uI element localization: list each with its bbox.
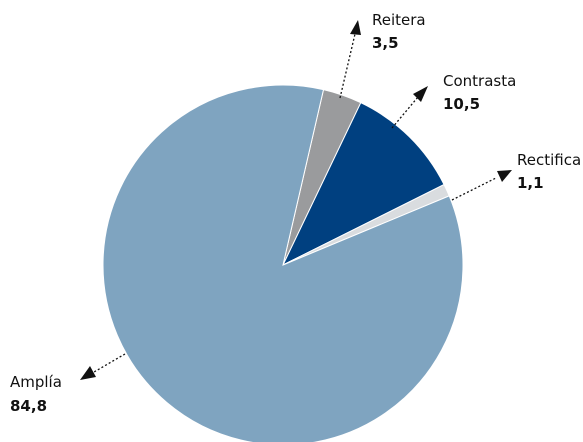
slice-label-contrasta: Contrasta bbox=[443, 72, 516, 90]
pie-callouts: Reitera 3,5 Contrasta 10,5 Rectifica 1,1… bbox=[10, 11, 581, 415]
arrowhead-reitera bbox=[350, 20, 361, 35]
arrowhead-amplia bbox=[80, 366, 96, 380]
slice-label-amplia: Amplía bbox=[10, 373, 62, 391]
slice-label-reitera: Reitera bbox=[372, 11, 426, 29]
callout-amplia: Amplía 84,8 bbox=[10, 353, 126, 415]
callout-reitera: Reitera 3,5 bbox=[339, 11, 426, 99]
callout-contrasta: Contrasta 10,5 bbox=[391, 72, 516, 129]
arrowhead-contrasta bbox=[413, 86, 428, 102]
pie-slices bbox=[102, 84, 464, 442]
pie-slice-amplia bbox=[102, 84, 464, 442]
leader-line-contrasta bbox=[391, 96, 419, 129]
arrowhead-rectifica bbox=[497, 170, 512, 182]
pie-slice-contrasta bbox=[281, 102, 445, 267]
slice-value-rectifica: 1,1 bbox=[517, 174, 544, 192]
leader-line-rectifica bbox=[451, 177, 497, 201]
slice-value-reitera: 3,5 bbox=[372, 34, 399, 52]
slice-label-rectifica: Rectifica bbox=[517, 151, 581, 169]
slice-value-amplia: 84,8 bbox=[10, 397, 47, 415]
leader-line-amplia bbox=[93, 353, 126, 373]
leader-line-reitera bbox=[339, 33, 356, 99]
callout-rectifica: Rectifica 1,1 bbox=[451, 151, 581, 201]
slice-value-contrasta: 10,5 bbox=[443, 95, 480, 113]
